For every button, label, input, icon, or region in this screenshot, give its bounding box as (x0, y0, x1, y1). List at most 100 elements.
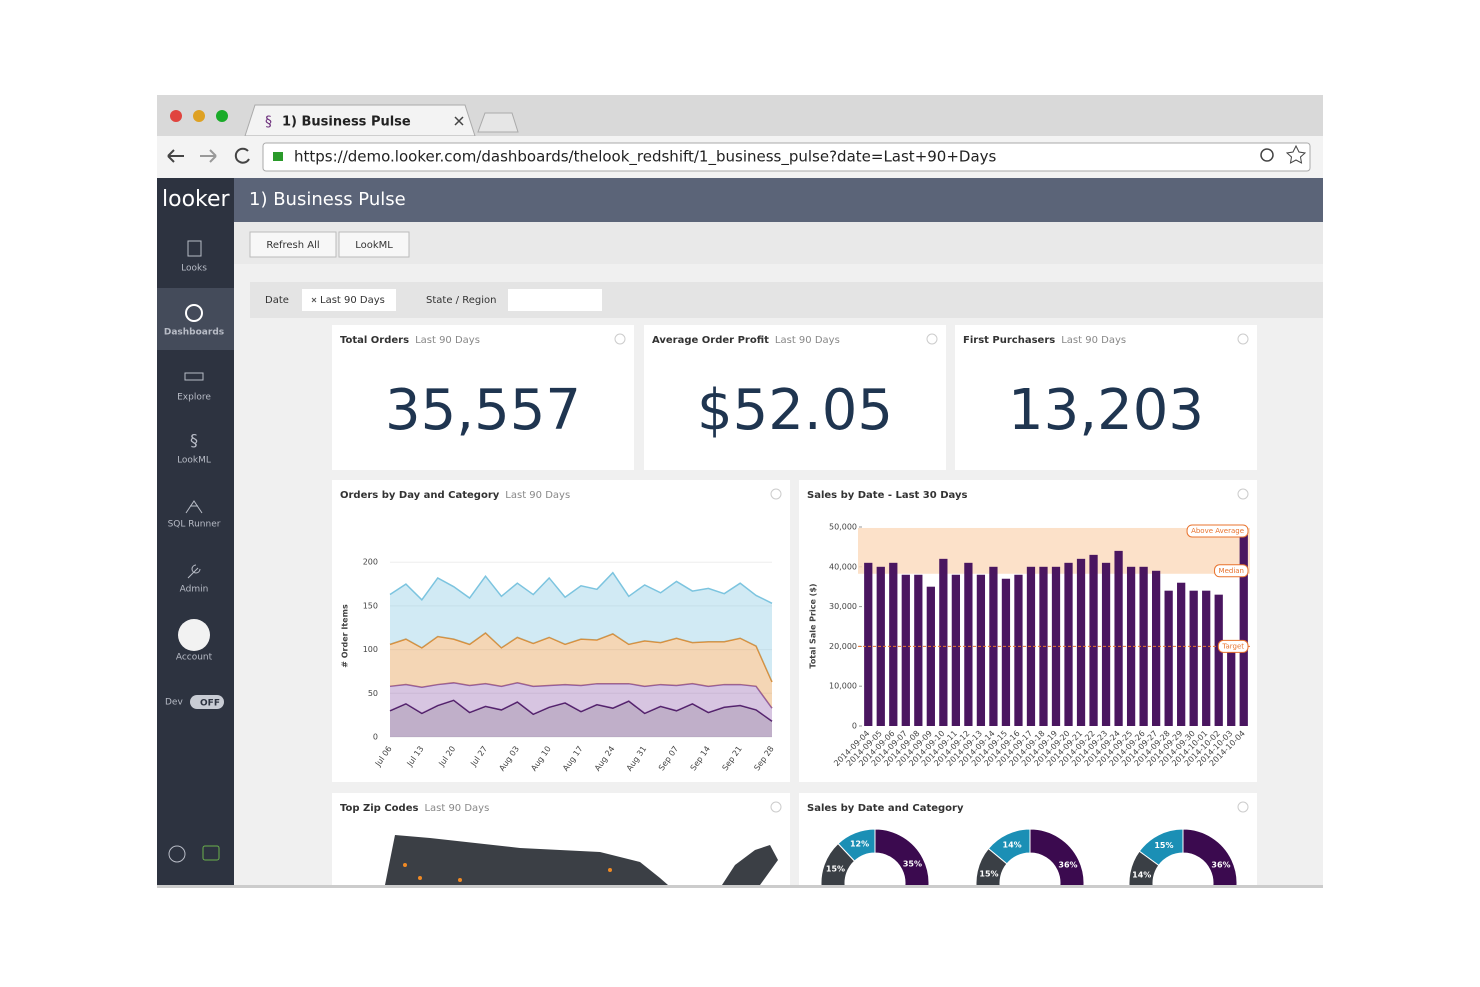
single-value: $52.05 (697, 378, 893, 443)
reference-label-box (1214, 564, 1249, 578)
donut-label: 15% (979, 869, 998, 878)
area (390, 633, 772, 709)
tile-title: Sales by Date - Last 30 Days (807, 490, 967, 501)
tile-settings[interactable] (770, 801, 782, 813)
back[interactable] (167, 149, 184, 163)
bar (951, 574, 961, 726)
bar (1001, 578, 1011, 726)
y-tick-label: 0 (852, 722, 857, 731)
search-icon[interactable] (1260, 148, 1274, 162)
bar (1189, 590, 1198, 726)
lock-icon (273, 152, 283, 161)
y-tick-label: 150 (363, 601, 378, 610)
dev-toggle-label: OFF (200, 699, 220, 709)
y-axis-label: Total Sale Price ($) (809, 583, 818, 668)
tile-settings[interactable] (926, 333, 938, 345)
date-filter[interactable] (302, 289, 396, 311)
help-icon[interactable] (168, 845, 186, 863)
tile-settings[interactable] (1237, 488, 1249, 500)
tab-icon: § (265, 114, 272, 130)
reference-label: Median (1219, 567, 1244, 575)
donut-label: 15% (1154, 841, 1173, 850)
state-filter[interactable] (508, 289, 602, 311)
window-edge (157, 885, 1323, 888)
header-bar (234, 178, 1323, 222)
lookml-icon: § (190, 431, 198, 450)
map-dot (608, 868, 612, 872)
tab-close[interactable] (454, 116, 464, 126)
bar (1076, 558, 1086, 726)
bar (1164, 590, 1173, 726)
reference-label: Target (1221, 642, 1244, 650)
dashboard-title: 1) Business Pulse (249, 189, 406, 210)
new-tab[interactable] (477, 112, 519, 133)
area (390, 572, 772, 682)
bar (901, 574, 910, 726)
bar (1089, 554, 1098, 726)
tile-title: Orders by Day and Category (340, 490, 500, 501)
reload[interactable] (234, 147, 250, 164)
map-dot (403, 863, 407, 867)
y-tick-label: 0 (373, 733, 378, 742)
bar (1239, 534, 1248, 726)
area (390, 682, 772, 722)
tab-title: 1) Business Pulse (282, 115, 411, 130)
lookml-button[interactable] (338, 231, 410, 258)
reference-label: Above Average (1191, 527, 1244, 535)
donut-label: 36% (1058, 861, 1077, 870)
bar (1214, 594, 1223, 726)
avatar[interactable] (178, 619, 210, 651)
nav-label: Explore (177, 393, 211, 403)
map-dot (418, 876, 422, 880)
nav-label: Looks (181, 264, 207, 274)
y-tick-label: 200 (363, 558, 378, 567)
donut-label: 12% (850, 839, 869, 848)
bar (889, 562, 898, 726)
tile-subtitle: Last 90 Days (415, 335, 480, 346)
donut-label: 14% (1132, 871, 1151, 880)
explore-icon (184, 372, 204, 381)
tile-subtitle: Last 90 Days (775, 335, 840, 346)
dev-toggle[interactable] (190, 695, 224, 709)
remove-filter[interactable] (311, 297, 317, 303)
tile-settings[interactable] (770, 488, 782, 500)
donut-segment (1029, 828, 1085, 885)
bar (864, 562, 873, 726)
minimize-button[interactable] (193, 110, 205, 122)
map (385, 835, 668, 885)
bar (1064, 562, 1073, 726)
tile-settings[interactable] (1237, 801, 1249, 813)
tile-subtitle: Last 90 Days (505, 490, 570, 501)
y-tick-label: 50,000 (829, 523, 857, 532)
close-button[interactable] (170, 110, 182, 122)
bookmark-star[interactable] (1285, 144, 1307, 164)
zoom-button[interactable] (216, 110, 228, 122)
donut-label: 35% (903, 859, 922, 868)
y-tick-label: 30,000 (829, 602, 857, 611)
looks-icon (187, 240, 202, 257)
active-nav (157, 288, 234, 350)
nav-label: Dashboards (164, 328, 224, 338)
chat-icon[interactable] (202, 845, 220, 861)
bar (1202, 590, 1211, 726)
donut-segment (1182, 828, 1238, 885)
refresh-button[interactable] (249, 231, 337, 258)
line (389, 699, 773, 722)
tile-settings[interactable] (614, 333, 626, 345)
bar (1014, 574, 1023, 726)
tile (644, 325, 946, 470)
dashboards-icon (185, 304, 203, 322)
tile-title: Average Order Profit (652, 335, 769, 346)
button-label: Refresh All (266, 240, 319, 251)
address-bar[interactable] (262, 142, 1311, 172)
tile-title: Sales by Date and Category (807, 803, 964, 814)
y-tick-label: 40,000 (829, 562, 857, 571)
forward[interactable] (200, 149, 217, 163)
nav-label: SQL Runner (168, 520, 221, 530)
y-tick-label: 100 (363, 645, 378, 654)
donut-label: 14% (1003, 840, 1022, 849)
tile-settings[interactable] (1237, 333, 1249, 345)
line (389, 632, 773, 683)
